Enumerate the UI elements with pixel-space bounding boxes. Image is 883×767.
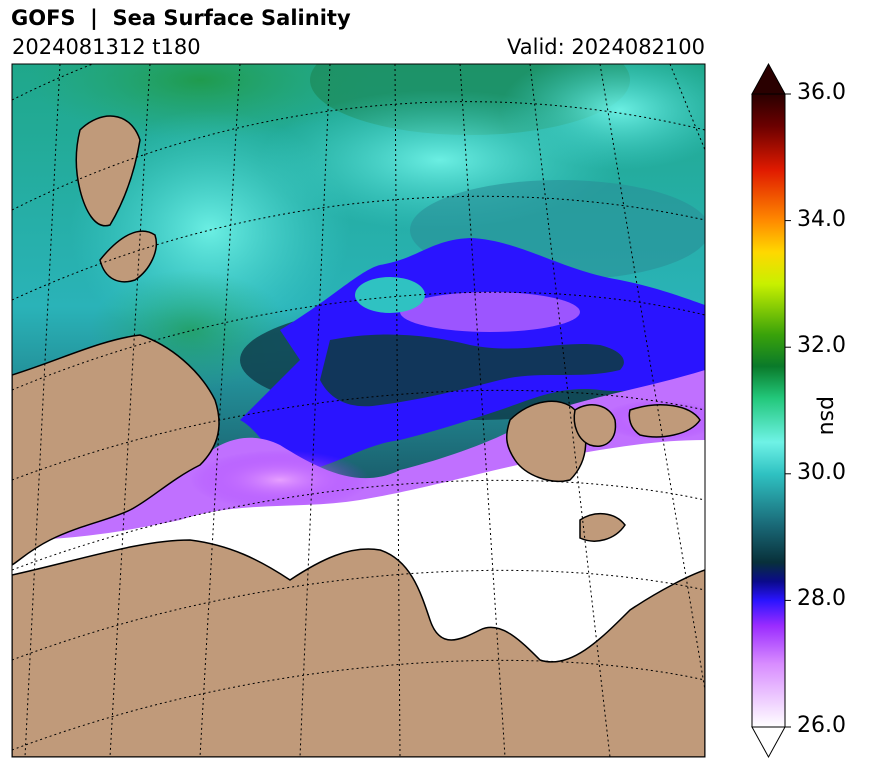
colorbar-units-label: psu: [815, 396, 840, 436]
eastern-island-2: [573, 404, 617, 447]
colorbar-tick-label: 26.0: [797, 713, 846, 738]
colorbar-tick-label: 34.0: [797, 207, 846, 232]
southern-landmass: [12, 539, 705, 757]
eastern-island-1: [505, 400, 587, 482]
graticule: [12, 64, 705, 757]
northern-island-2: [99, 230, 157, 283]
eastern-island-3: [628, 404, 701, 438]
colorbar-tick-label: 30.0: [797, 460, 846, 485]
run-label: 2024081312 t180: [12, 35, 201, 59]
map-title: GOFS | Sea Surface Salinity: [11, 6, 351, 30]
colorbar-extend-min: [751, 726, 786, 759]
map-frame: [11, 63, 706, 758]
northern-island-1: [75, 115, 141, 227]
colorbar-tick-label: 32.0: [797, 333, 846, 358]
colorbar-frame: [751, 93, 786, 728]
land-masses: [12, 115, 705, 757]
colorbar-body: [752, 94, 785, 727]
colorbar-ticks: [785, 93, 791, 728]
colorbar-tick-label: 28.0: [797, 586, 846, 611]
western-landmass: [12, 334, 220, 566]
colorbar-tick-label: 36.0: [797, 80, 846, 105]
map-area: [12, 64, 705, 757]
eastern-island-4: [579, 513, 626, 542]
valid-time-label: Valid: 2024082100: [507, 35, 705, 59]
colorbar-extend-max: [751, 62, 786, 95]
colorbar: [751, 62, 791, 759]
